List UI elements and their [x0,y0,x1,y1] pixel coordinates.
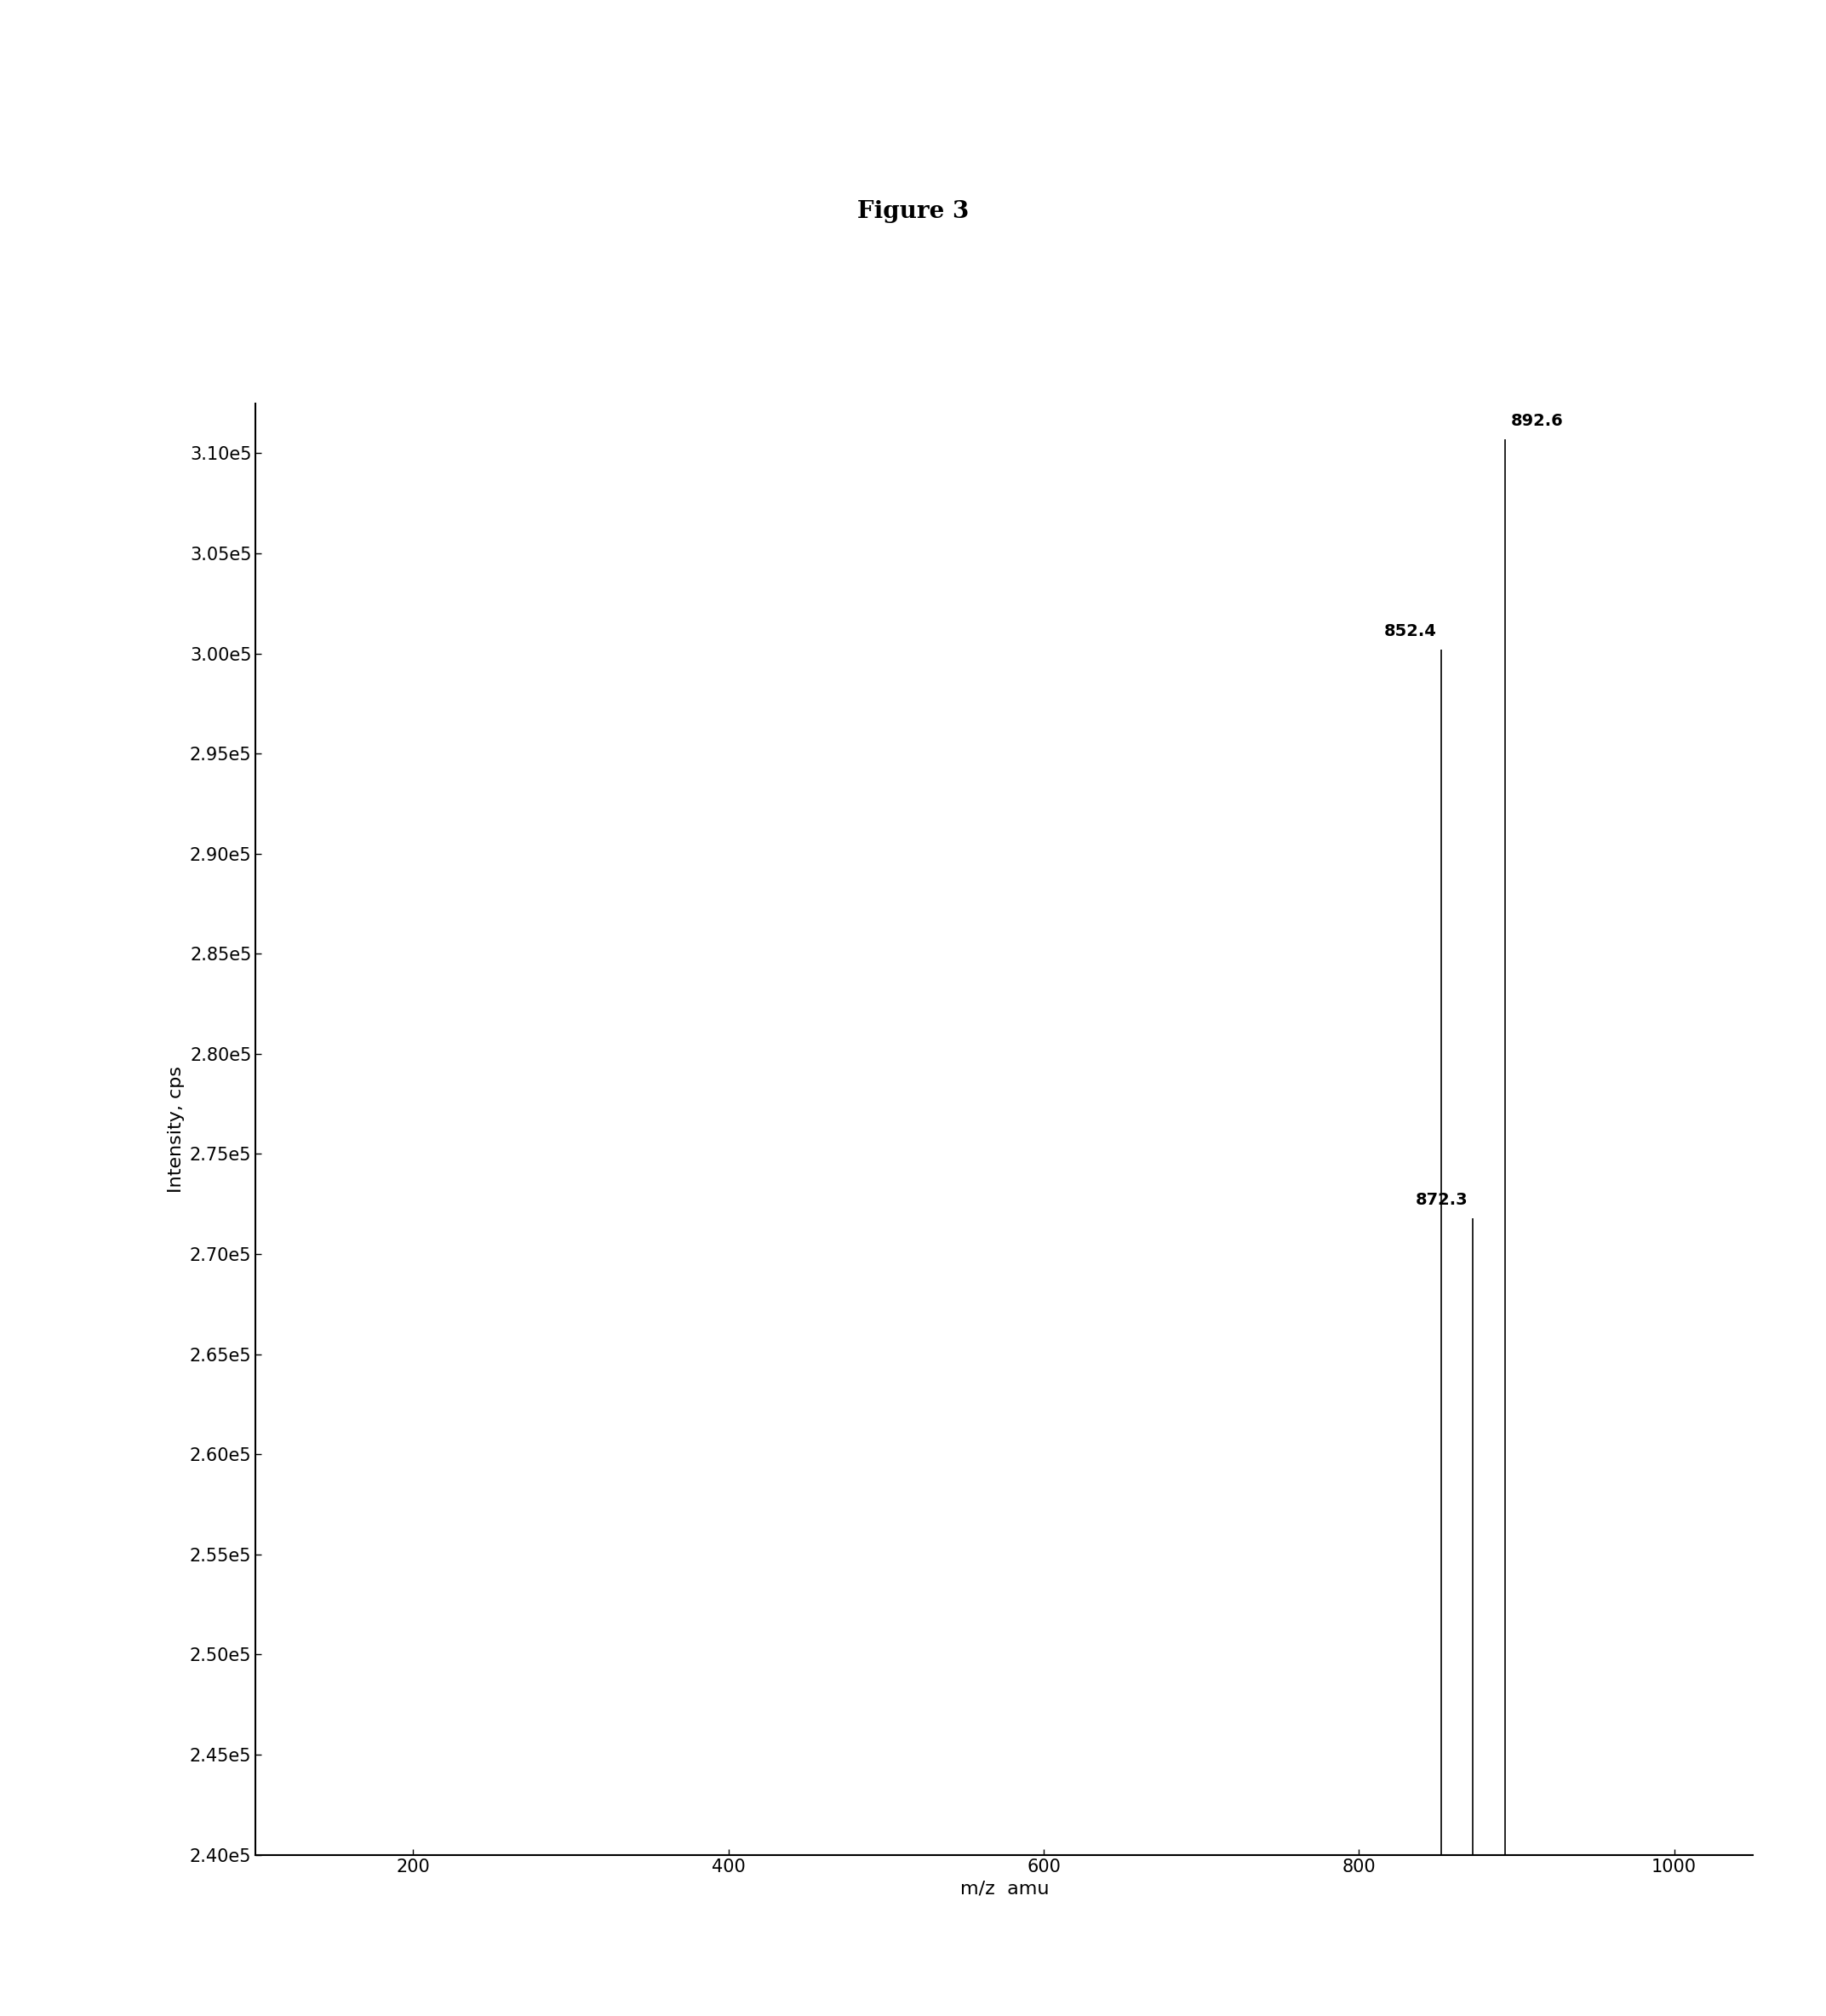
Text: Figure 3: Figure 3 [856,200,970,224]
Text: 892.6: 892.6 [1512,413,1563,429]
Y-axis label: Intensity, cps: Intensity, cps [168,1066,184,1191]
Text: 872.3: 872.3 [1415,1191,1468,1208]
Text: 852.4: 852.4 [1384,623,1437,639]
X-axis label: m/z  amu: m/z amu [960,1881,1048,1897]
